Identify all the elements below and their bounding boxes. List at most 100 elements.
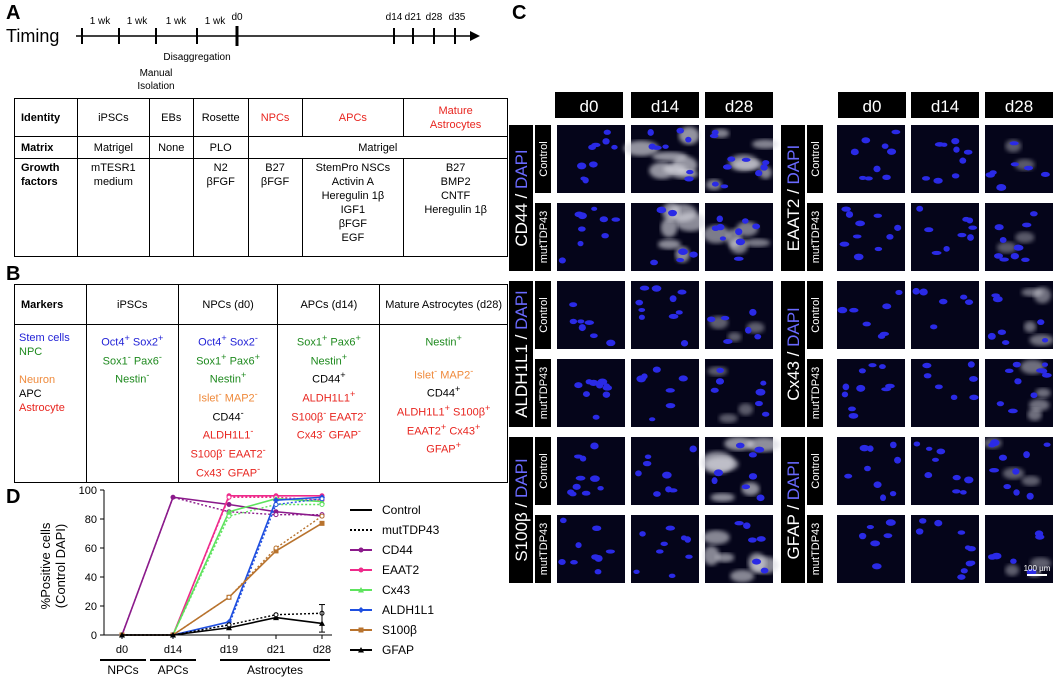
marker: Oct4	[101, 336, 125, 349]
nucleus	[873, 165, 881, 173]
micrograph-tile	[837, 281, 905, 349]
x-tick-label: d19	[220, 644, 238, 656]
marker: Cx43	[296, 429, 323, 442]
tile-bg	[911, 437, 979, 505]
nucleus	[596, 382, 604, 389]
y-axis-label-line: (Control DAPI)	[53, 524, 68, 609]
condition-label: Control	[810, 141, 822, 176]
legend-item: CD44	[350, 543, 413, 557]
nucleus	[669, 295, 677, 303]
nucleus	[885, 519, 896, 526]
label-part: mutTDP43	[810, 367, 822, 420]
nucleus	[680, 535, 688, 541]
nucleus	[611, 217, 621, 222]
tile-bg	[631, 437, 699, 505]
data-point	[358, 647, 364, 653]
nucleus	[841, 206, 851, 212]
marker-signal	[649, 162, 676, 179]
legend-item: ALDH1L1	[350, 603, 434, 617]
nucleus	[711, 181, 719, 187]
micrograph-tile	[911, 359, 979, 427]
nucleus	[711, 129, 719, 136]
marker: Pax6	[229, 355, 255, 368]
marker-signal	[657, 239, 681, 250]
nucleus	[985, 172, 995, 178]
data-point	[358, 547, 364, 553]
sup: +	[440, 421, 447, 432]
legend-label: S100β	[382, 623, 417, 637]
marker: Islet	[413, 369, 435, 382]
micrograph-tile	[837, 203, 905, 271]
tile-bg	[631, 515, 699, 583]
condition-label: mutTDP43	[538, 367, 550, 420]
nucleus	[668, 209, 677, 217]
marker: Sox1	[102, 355, 128, 368]
marker-signal	[715, 552, 735, 563]
nucleus	[644, 454, 652, 460]
nucleus	[934, 384, 943, 390]
data-point	[170, 632, 176, 638]
data-point-open	[319, 513, 325, 519]
nucleus	[887, 148, 897, 155]
condition-label-bg	[535, 203, 551, 271]
micrograph-tile	[911, 203, 979, 271]
markers-col-header: NPCs (d0)	[177, 284, 279, 325]
y-tick-label: 60	[85, 543, 97, 555]
week-label: 1 wk	[205, 16, 227, 27]
growth-line: mTESR1	[91, 162, 136, 174]
markers-col-header: APCs (d14)	[277, 284, 381, 325]
nucleus	[889, 490, 897, 497]
sup: +	[475, 421, 481, 432]
condition-label: Control	[538, 453, 550, 488]
day-header: d28	[1005, 97, 1033, 116]
nucleus	[680, 340, 689, 347]
nucleus	[569, 318, 578, 325]
day-header-bg	[985, 92, 1053, 118]
nucleus	[642, 460, 652, 467]
label-part: S100β	[512, 512, 531, 562]
nucleus	[748, 473, 758, 480]
apc-markers: Sox1+ Pax6+ Nestin+ CD44+ ALDH1L1+ S100β…	[277, 323, 381, 484]
marker: Cx43	[195, 467, 222, 480]
sup: -	[240, 407, 244, 418]
nucleus	[952, 474, 961, 481]
nucleus	[848, 412, 859, 419]
sup: +	[341, 351, 348, 362]
nucleus	[1014, 378, 1022, 385]
identity-cell: Rosette	[192, 98, 249, 137]
nucleus	[1012, 361, 1021, 368]
nucleus	[574, 382, 583, 389]
nucleus	[755, 170, 763, 177]
marker-signal	[738, 403, 754, 416]
nucleus	[1022, 222, 1032, 228]
y-tick-label: 80	[85, 514, 97, 526]
marker-line: Sox1+ Pax6+	[181, 350, 276, 369]
sup: -	[254, 388, 258, 399]
x-tick-label: d0	[116, 644, 128, 656]
nucleus	[638, 307, 646, 313]
condition-label: Control	[810, 453, 822, 488]
nucleus	[675, 310, 683, 315]
data-point	[226, 624, 232, 631]
nucleus	[748, 537, 757, 543]
nucleus	[602, 138, 610, 145]
growth-line: βFGF	[206, 176, 235, 188]
nucleus	[938, 298, 948, 305]
marker-signal	[718, 413, 738, 423]
nucleus	[957, 530, 966, 535]
tile-bg	[985, 515, 1053, 583]
data-point	[319, 520, 325, 526]
nucleus	[866, 524, 874, 530]
nucleus	[756, 536, 766, 542]
day-label: d28	[426, 12, 443, 23]
series-GFAP	[119, 610, 325, 638]
micrograph-tile	[985, 281, 1054, 349]
nucleus	[633, 569, 640, 575]
marker-signal	[1005, 564, 1020, 576]
y-tick-label: 0	[91, 630, 97, 642]
sup: -	[218, 388, 222, 399]
nucleus	[668, 573, 676, 579]
nucleus	[572, 483, 581, 490]
tile-bg	[557, 359, 625, 427]
sup: +	[240, 370, 247, 381]
